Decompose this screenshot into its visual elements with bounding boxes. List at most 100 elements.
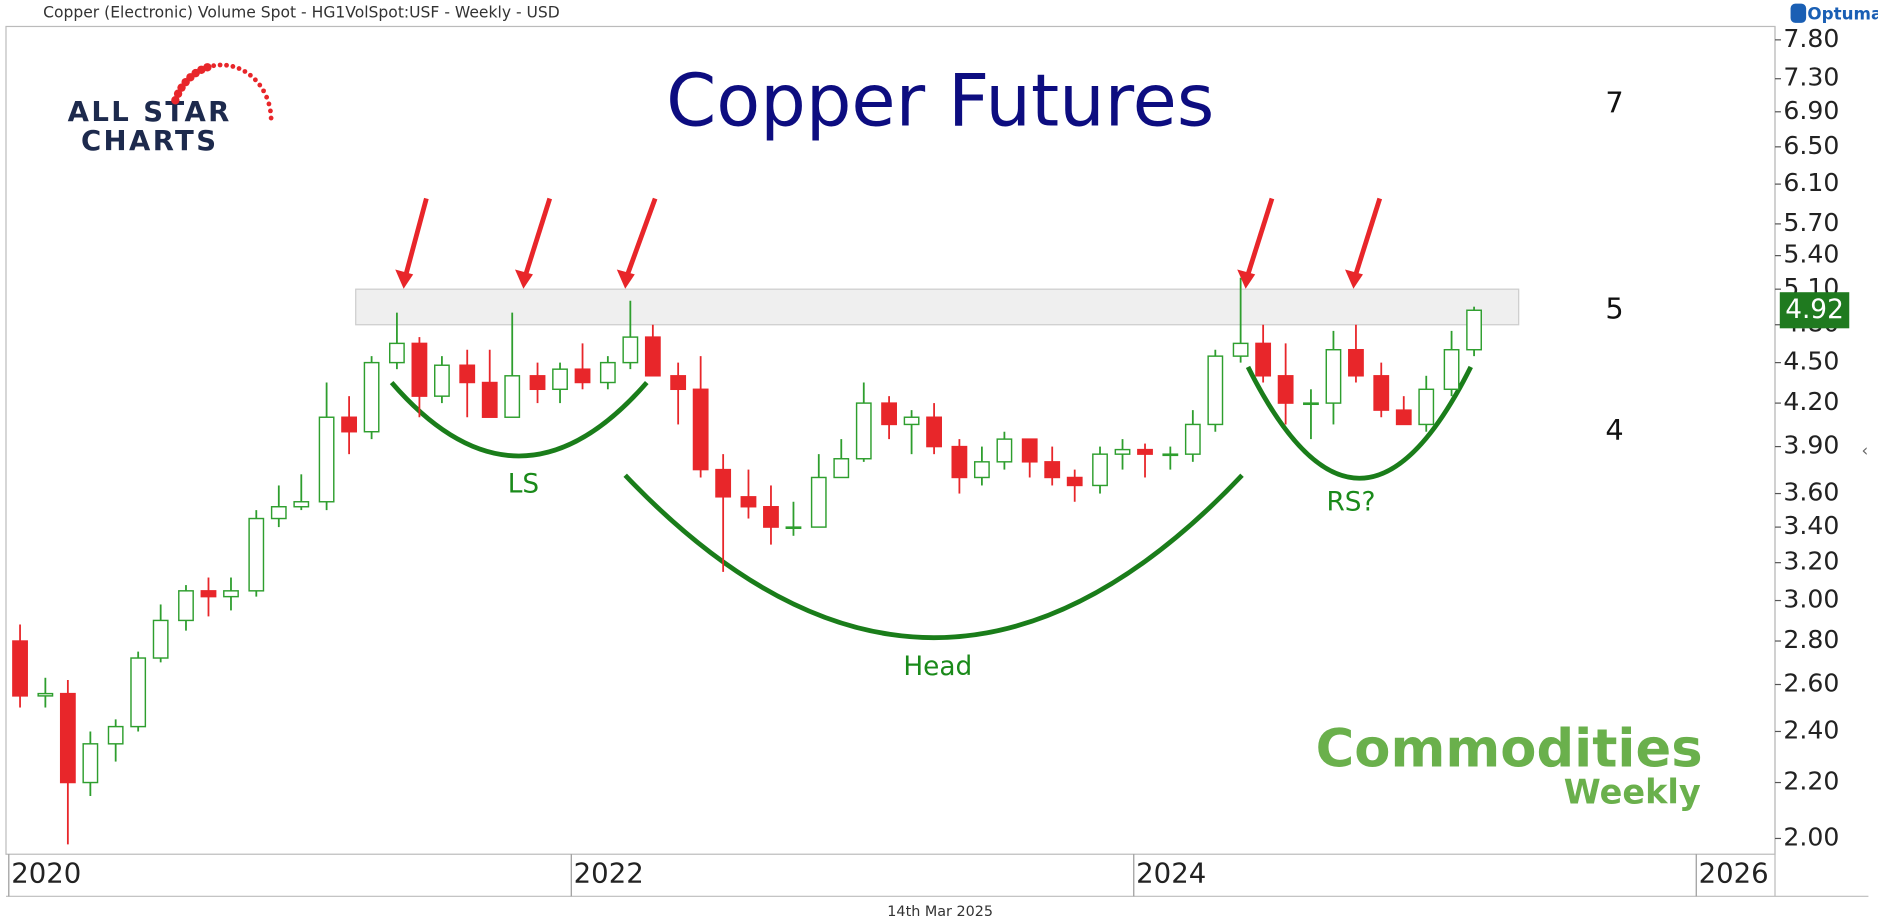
candle-body [599, 361, 616, 384]
y-tick-label: 7.80 [1783, 24, 1839, 53]
y-tick-label: 4.20 [1783, 387, 1839, 416]
arrow [625, 197, 658, 276]
logo-star [236, 66, 242, 71]
candle-body [692, 388, 709, 471]
badge: Commodities [1316, 719, 1703, 780]
pattern-label: RS? [1327, 486, 1376, 517]
arrow [523, 197, 553, 276]
resistance-zone [355, 288, 1520, 326]
candle-body [644, 336, 661, 377]
candle-body [1092, 453, 1108, 487]
candle-body [810, 476, 827, 528]
candle-body [951, 445, 968, 479]
candle-body [12, 640, 28, 697]
candle-body [152, 619, 169, 659]
candle-body [82, 743, 99, 784]
candle-body [363, 361, 380, 433]
wave-label: 4 [1605, 413, 1623, 447]
x-tick-label: 2020 [11, 857, 81, 890]
arrow [1353, 197, 1383, 276]
y-tick-label: 6.90 [1783, 96, 1839, 125]
y-tick-label: 7.30 [1783, 63, 1839, 92]
logo-star [266, 101, 272, 107]
wave-label: 7 [1605, 86, 1623, 120]
y-tick-label: 2.40 [1783, 715, 1839, 744]
candle-body [178, 590, 194, 622]
x-tick-label: 2022 [574, 857, 644, 890]
y-tick-label: 6.50 [1783, 131, 1839, 160]
candle-body [434, 364, 450, 397]
logo-star [257, 82, 263, 88]
candle-body [389, 342, 405, 364]
wave-label: 5 [1605, 291, 1623, 325]
logo-star [247, 72, 253, 78]
y-tick-label: 2.20 [1783, 766, 1839, 795]
logo-star [224, 62, 229, 68]
pattern-label: LS [508, 468, 539, 499]
candle-body [881, 402, 897, 426]
date-note: 14th Mar 2025 [887, 904, 993, 920]
candle-body [1066, 476, 1083, 487]
brand: Optuma [1807, 3, 1878, 23]
y-tick-label: 3.40 [1783, 511, 1839, 540]
logo-star [268, 115, 274, 121]
candle-body [200, 590, 217, 598]
badge: Weekly [1564, 773, 1701, 812]
collapse-arrow[interactable]: ‹ [1861, 440, 1868, 460]
candle-body [1373, 375, 1390, 411]
y-tick-label: 3.00 [1783, 585, 1839, 614]
x-tick-label: 2024 [1136, 857, 1206, 890]
candle-body [926, 416, 942, 448]
candle-body [248, 517, 265, 592]
logo-star [211, 63, 217, 69]
candle-body [1395, 409, 1412, 426]
logo-star [203, 63, 212, 72]
arrow-head [395, 269, 414, 289]
logo-star [230, 64, 236, 69]
candle-body [1255, 342, 1272, 377]
candle-body [411, 342, 428, 397]
candle-body [1418, 388, 1435, 426]
candle-body [833, 458, 850, 479]
arc [1245, 365, 1473, 481]
candle-body [318, 416, 335, 503]
candle-body [1044, 461, 1061, 479]
candle-body [1184, 423, 1201, 455]
candle-body [996, 438, 1013, 463]
candle-body [1162, 453, 1179, 457]
candle-body [855, 402, 872, 460]
candle-body [1021, 438, 1038, 463]
brand-icon [1790, 3, 1807, 23]
logo-star [171, 96, 180, 105]
y-tick-label: 6.10 [1783, 168, 1839, 197]
y-tick-label: 2.80 [1783, 625, 1839, 654]
y-tick-label: 3.20 [1783, 547, 1839, 576]
logo-star [242, 69, 248, 74]
arc [389, 381, 649, 459]
candle-body [1232, 342, 1249, 357]
candle-body [504, 375, 521, 418]
candle-body [1277, 375, 1294, 404]
y-tick-label: 4.50 [1783, 347, 1839, 376]
candle-body [903, 416, 920, 426]
arrow-head [515, 269, 533, 289]
arrow-head [1345, 269, 1363, 289]
arrow-head [616, 269, 635, 289]
candle-body [785, 526, 802, 530]
candle-body [973, 461, 990, 479]
candle-body [107, 725, 124, 745]
header: Copper (Electronic) Volume Spot - HG1Vol… [43, 4, 560, 22]
candle-body [459, 364, 476, 384]
y-tick-label: 3.60 [1783, 478, 1839, 507]
candle-body [1443, 348, 1460, 391]
candle-body [1466, 309, 1482, 351]
candle-body [270, 506, 287, 520]
candle-body [529, 375, 546, 391]
logo-text: ALL STAR [68, 95, 232, 128]
y-tick-label: 5.40 [1783, 240, 1839, 269]
arrow-head [1237, 269, 1256, 289]
candle-body [670, 375, 687, 391]
candle-body [293, 501, 310, 508]
